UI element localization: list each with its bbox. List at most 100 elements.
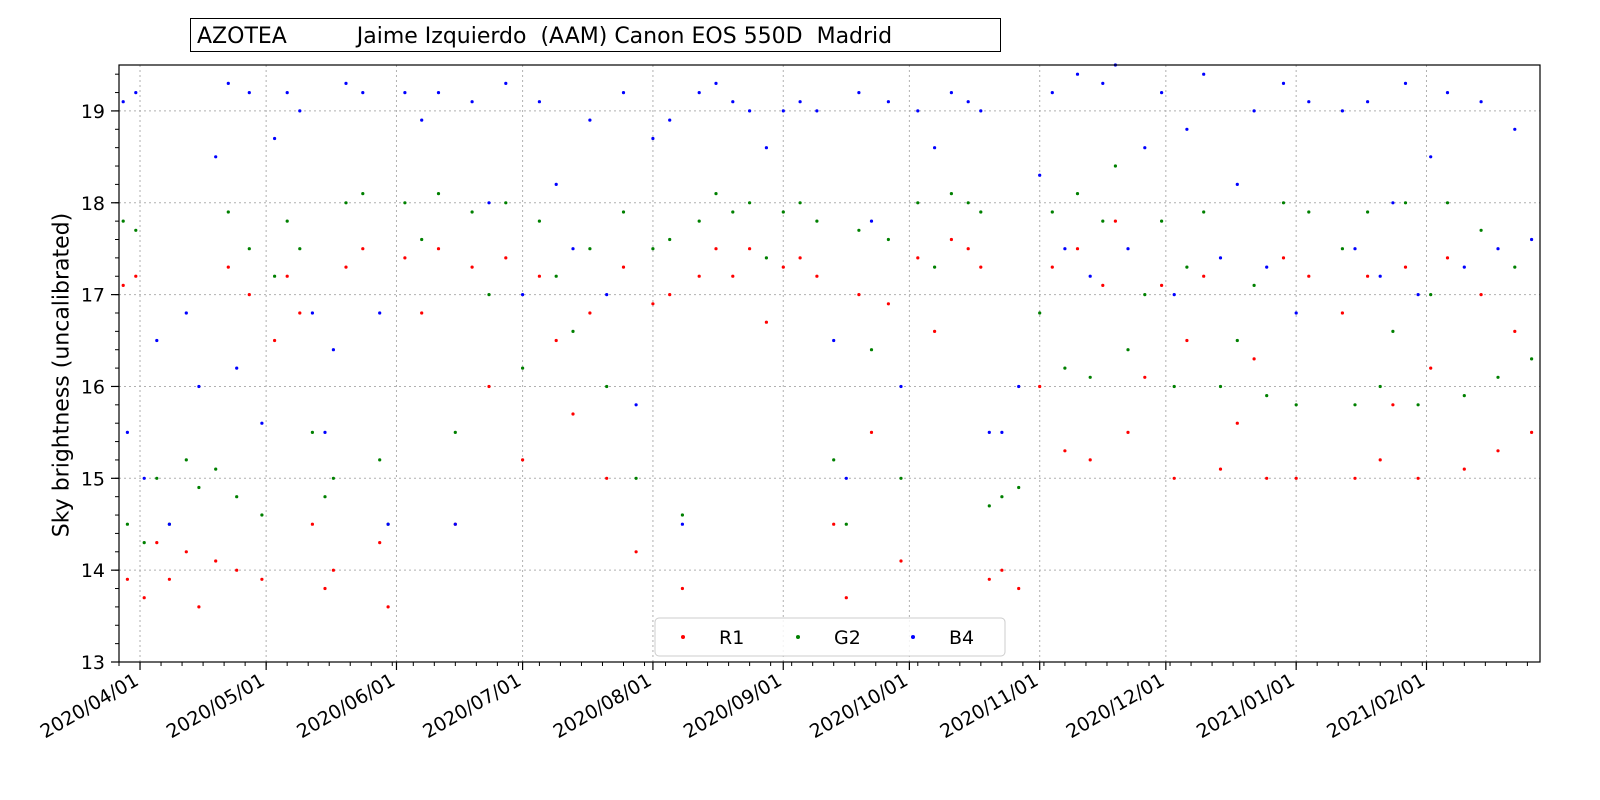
data-point-r1	[504, 256, 508, 260]
data-point-b4	[1378, 274, 1382, 278]
data-point-b4	[844, 476, 848, 480]
data-point-r1	[1172, 476, 1176, 480]
data-point-b4	[1391, 201, 1395, 205]
data-point-r1	[298, 311, 302, 315]
data-point-r1	[197, 605, 201, 609]
data-point-r1	[1429, 366, 1433, 370]
data-point-g2	[1378, 384, 1382, 389]
data-point-r1	[1017, 586, 1021, 591]
y-tick-label: 14	[81, 560, 105, 582]
data-point-b4	[1038, 173, 1042, 177]
data-point-b4	[378, 311, 382, 315]
x-tick-label: 2020/10/01	[806, 669, 912, 743]
data-point-b4	[420, 118, 424, 122]
data-point-b4	[453, 522, 457, 526]
data-point-b4	[886, 100, 891, 104]
data-point-b4	[781, 109, 785, 113]
data-point-r1	[1088, 458, 1092, 462]
data-point-r1	[781, 265, 785, 269]
data-point-b4	[184, 311, 188, 315]
data-point-g2	[1403, 201, 1408, 205]
data-point-g2	[1126, 348, 1130, 352]
data-point-g2	[323, 495, 327, 499]
data-point-b4	[1172, 293, 1176, 297]
data-point-b4	[731, 100, 735, 104]
data-point-b4	[714, 81, 718, 85]
data-point-g2	[453, 430, 457, 434]
data-point-b4	[226, 81, 230, 85]
x-tick-label: 2020/05/01	[163, 669, 269, 743]
data-point-b4	[386, 522, 390, 526]
data-point-r1	[344, 265, 348, 269]
data-point-b4	[273, 136, 277, 141]
data-point-r1	[386, 605, 390, 609]
data-point-r1	[1265, 476, 1269, 480]
data-point-g2	[933, 265, 937, 269]
data-point-r1	[521, 458, 525, 462]
data-point-r1	[470, 265, 474, 269]
data-point-r1	[949, 237, 954, 242]
data-point-b4	[554, 182, 558, 186]
data-point-r1	[247, 293, 251, 297]
data-point-g2	[605, 384, 609, 389]
data-point-b4	[1340, 109, 1344, 113]
data-point-g2	[1235, 338, 1239, 343]
data-point-b4	[1530, 237, 1534, 242]
data-point-b4	[142, 476, 146, 480]
data-point-b4	[1265, 265, 1269, 269]
x-tick-label: 2020/11/01	[936, 669, 1042, 743]
data-point-r1	[1479, 293, 1483, 297]
data-point-b4	[537, 100, 542, 104]
data-point-g2	[260, 513, 264, 517]
data-point-r1	[1000, 568, 1004, 572]
data-point-b4	[235, 366, 239, 370]
data-point-r1	[764, 320, 769, 324]
data-point-b4	[621, 91, 626, 95]
data-point-r1	[1462, 467, 1466, 471]
data-point-b4	[815, 109, 819, 113]
data-point-g2	[214, 467, 218, 471]
data-point-b4	[298, 109, 302, 113]
data-point-r1	[571, 412, 575, 416]
data-point-b4	[1017, 384, 1021, 389]
data-point-g2	[714, 192, 718, 196]
data-point-b4	[1252, 109, 1256, 113]
data-point-r1	[323, 586, 327, 591]
data-point-r1	[1378, 458, 1382, 462]
data-point-g2	[1496, 375, 1500, 379]
data-point-g2	[1479, 228, 1483, 232]
x-tick-label: 2020/12/01	[1062, 669, 1168, 743]
data-point-b4	[121, 100, 125, 104]
data-point-r1	[1513, 329, 1517, 333]
data-point-b4	[1403, 81, 1408, 85]
data-point-g2	[331, 476, 335, 480]
data-point-b4	[634, 403, 638, 407]
data-point-b4	[1202, 72, 1206, 76]
data-point-b4	[1513, 127, 1517, 131]
x-tick-label: 2020/04/01	[37, 669, 143, 743]
data-point-g2	[1075, 192, 1080, 196]
data-point-b4	[933, 146, 937, 150]
data-point-r1	[214, 559, 218, 563]
data-point-r1	[621, 265, 626, 269]
data-point-r1	[420, 311, 424, 315]
data-point-r1	[798, 256, 802, 260]
data-point-g2	[1101, 219, 1105, 223]
data-point-r1	[1126, 430, 1130, 434]
data-point-g2	[1462, 394, 1466, 398]
data-point-b4	[979, 109, 983, 113]
data-point-r1	[1281, 256, 1286, 260]
data-point-b4	[869, 219, 874, 223]
data-point-g2	[487, 293, 491, 297]
data-point-b4	[1462, 265, 1466, 269]
data-point-g2	[155, 476, 159, 480]
data-point-r1	[748, 247, 752, 251]
data-point-g2	[588, 247, 592, 251]
plot-frame	[118, 64, 1541, 663]
data-point-b4	[361, 91, 365, 95]
data-point-r1	[155, 541, 159, 545]
data-point-g2	[1445, 201, 1450, 205]
y-tick-label: 18	[81, 193, 105, 215]
data-point-b4	[764, 146, 769, 150]
data-point-r1	[899, 559, 903, 563]
